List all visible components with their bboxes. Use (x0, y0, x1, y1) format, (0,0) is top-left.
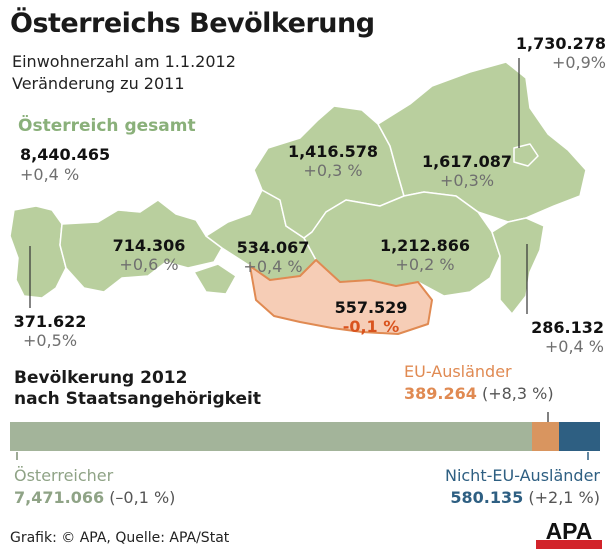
citizenship-title-line2: nach Staatsangehörigkeit (14, 389, 261, 409)
legend-eu-change: (+8,3 %) (481, 384, 554, 403)
total-change: +0,4 % (20, 165, 80, 184)
legend-leaders (16, 412, 589, 460)
citizenship-title-line1: Bevölkerung 2012 (14, 368, 188, 388)
total-label: Österreich gesamt (18, 116, 196, 136)
state-value: 1,416.578 (287, 142, 379, 161)
state-change: +0,4 % (243, 257, 303, 276)
state-change: +0,9% (551, 53, 606, 72)
citizenship-bar (10, 422, 600, 451)
state-label-burgenland: 286.132 +0,4 % (500, 318, 604, 356)
citizenship-title: Bevölkerung 2012 nach Staatsangehörigkei… (14, 368, 261, 410)
page-title: Österreichs Bevölkerung (10, 8, 375, 39)
legend-non-eu-change: (+2,1 %) (528, 488, 600, 507)
state-label-wien: 1,730.278 +0,9% (496, 34, 606, 72)
state-change: +0,4 % (544, 337, 604, 356)
state-change: +0,3% (439, 171, 495, 190)
legend-austrians-change: (–0,1 %) (109, 488, 176, 507)
state-change: +0,6 % (119, 255, 179, 274)
state-label-salzburg: 534.067 +0,4 % (228, 238, 318, 276)
state-label-niederoesterreich: 1,617.087 +0,3% (412, 152, 522, 190)
legend-austrians-label: Österreicher (14, 466, 114, 485)
source-credit: Grafik: © APA, Quelle: APA/Stat (10, 530, 230, 546)
state-change: -0,1 % (342, 317, 400, 336)
state-value: 371.622 (13, 312, 87, 331)
state-value: 534.067 (236, 238, 310, 257)
region-burgenland (491, 217, 545, 315)
legend-austrians-values: 7,471.066 (–0,1 %) (14, 488, 175, 507)
state-value: 714.306 (112, 236, 186, 255)
legend-non-eu-label: Nicht-EU-Ausländer (444, 466, 600, 485)
subtitle-change: Veränderung zu 2011 (12, 74, 185, 93)
total-value: 8,440.465 (20, 145, 111, 164)
state-change: +0,2 % (395, 255, 455, 274)
legend-eu-value: 389.264 (404, 384, 477, 403)
state-value: 557.529 (334, 298, 408, 317)
state-change: +0,3 % (303, 161, 363, 180)
legend-austrians-value: 7,471.066 (14, 488, 105, 507)
region-wien (513, 143, 539, 167)
apa-logo: APA (536, 519, 602, 549)
state-label-kaernten: 557.529 -0,1 % (326, 298, 416, 336)
bar-segment-eu (532, 422, 560, 451)
state-change: +0,5% (22, 331, 78, 350)
region-kaernten (249, 259, 433, 335)
state-label-vorarlberg: 371.622 +0,5% (10, 312, 90, 350)
state-label-tirol: 714.306 +0,6 % (104, 236, 194, 274)
region-vorarlberg (9, 205, 67, 299)
region-osttirol (193, 263, 237, 295)
total-box (8, 112, 188, 192)
legend-non-eu-value: 580.135 (450, 488, 524, 507)
region-tirol (59, 199, 223, 293)
legend-eu-values: 389.264 (+8,3 %) (404, 384, 554, 403)
state-label-oberoesterreich: 1,416.578 +0,3 % (280, 142, 386, 180)
state-label-steiermark: 1,212.866 +0,2 % (370, 236, 480, 274)
subtitle-date: Einwohnerzahl am 1.1.2012 (12, 52, 236, 71)
state-value: 1,617.087 (421, 152, 513, 171)
bar-segment-austrians (10, 422, 533, 451)
legend-eu-label: EU-Ausländer (404, 362, 512, 381)
legend-non-eu-values: 580.135 (+2,1 %) (376, 488, 600, 507)
state-value: 286.132 (531, 318, 604, 337)
austria-map (9, 58, 587, 335)
state-value: 1,212.866 (379, 236, 471, 255)
svg-text:APA: APA (546, 519, 593, 544)
bar-segment-non-eu (559, 422, 600, 451)
state-value: 1,730.278 (515, 34, 606, 53)
